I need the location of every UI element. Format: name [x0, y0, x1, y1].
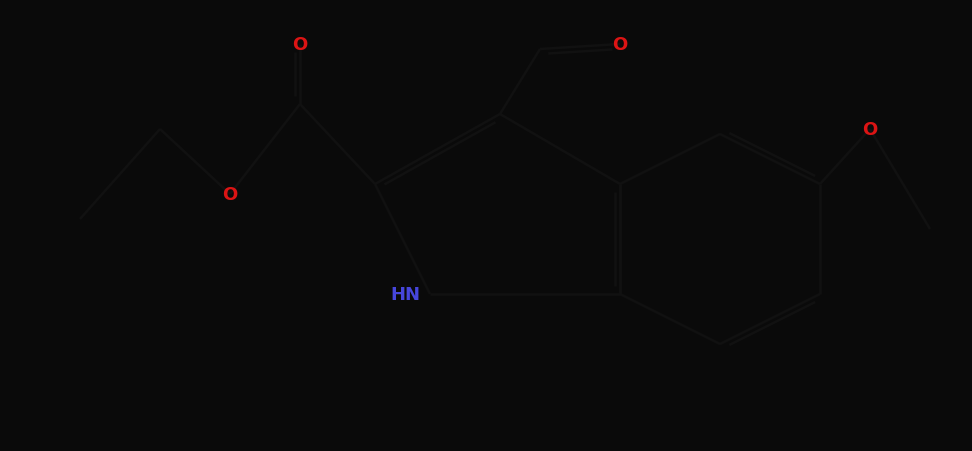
Text: HN: HN	[390, 285, 420, 304]
Text: O: O	[223, 186, 237, 203]
Text: O: O	[293, 36, 307, 54]
Text: O: O	[612, 36, 628, 54]
Text: O: O	[862, 121, 878, 139]
